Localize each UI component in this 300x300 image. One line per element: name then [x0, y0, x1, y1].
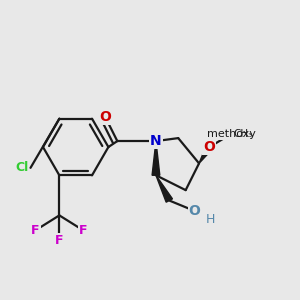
Text: F: F: [79, 224, 87, 237]
Text: methoxy: methoxy: [207, 129, 256, 139]
Text: O: O: [100, 110, 111, 124]
Polygon shape: [152, 141, 160, 175]
Text: CH₃: CH₃: [233, 129, 253, 139]
Text: N: N: [150, 134, 162, 148]
Text: O: O: [189, 204, 200, 218]
Text: F: F: [55, 234, 64, 247]
Polygon shape: [156, 175, 172, 202]
Text: H: H: [206, 213, 216, 226]
Text: Cl: Cl: [15, 161, 28, 174]
Text: O: O: [203, 140, 215, 154]
Text: F: F: [31, 224, 40, 237]
Polygon shape: [199, 145, 212, 164]
